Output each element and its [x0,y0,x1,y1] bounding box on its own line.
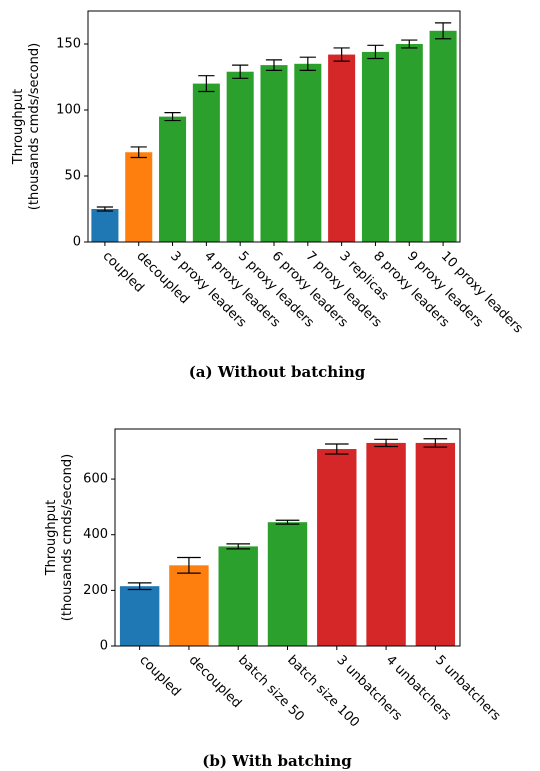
y-axis-label-line1: Throughput [11,89,26,166]
caption-b: (b) With batching [202,752,352,770]
bar-4 [226,71,254,242]
y-tick-label-1: 50 [64,169,81,184]
bar-5 [366,442,406,646]
y-axis-label-line1: Throughput [44,500,59,577]
plot-frame [114,428,461,647]
bar-8 [361,51,389,242]
y-tick-label-3: 600 [83,472,108,487]
bar-6 [294,63,322,242]
caption-a: (a) Without batching [189,363,366,381]
y-tick-label-2: 400 [83,527,108,542]
bar-2 [159,116,187,242]
bar-5 [260,65,288,243]
y-tick-label-0: 0 [100,639,108,654]
bar-2 [218,546,258,646]
bar-3 [192,83,220,242]
y-tick-label-1: 200 [83,583,108,598]
bar-7 [328,54,356,243]
y-tick-label-2: 100 [56,103,81,118]
x-tick-label-0: coupled [136,653,183,700]
bar-3 [267,522,308,646]
bar-0 [91,209,119,242]
y-axis-label-line2: (thousands cmds/second) [60,454,75,621]
bar-10 [429,30,457,242]
bar-1 [169,565,209,646]
y-tick-label-3: 150 [56,37,81,52]
bar-0 [119,586,160,646]
bar-9 [395,44,423,242]
y-axis-label-line2: (thousands cmds/second) [27,43,42,210]
y-tick-label-0: 0 [73,235,81,250]
bar-6 [415,442,456,646]
bar-4 [317,449,357,646]
plot-frame [87,10,461,243]
bar-1 [125,152,153,242]
